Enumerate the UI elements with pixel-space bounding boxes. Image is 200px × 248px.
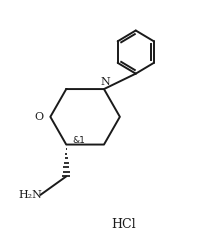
Text: O: O <box>35 112 44 122</box>
Text: HCl: HCl <box>112 218 136 231</box>
Text: N: N <box>100 77 110 88</box>
Text: H₂N: H₂N <box>18 190 42 200</box>
Text: &1: &1 <box>72 136 85 145</box>
